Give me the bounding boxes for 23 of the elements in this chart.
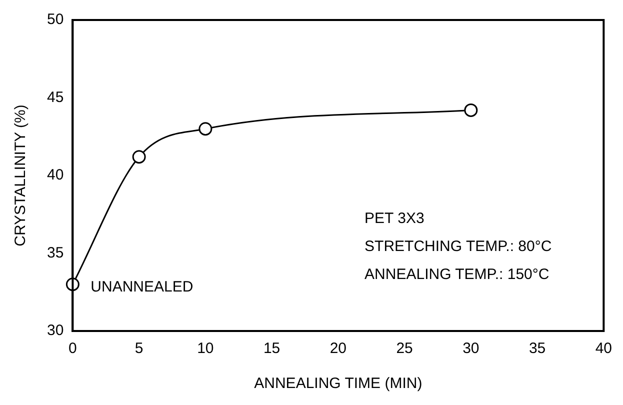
point (132, 150, 146, 164)
annotation: STRETCHING TEMP.: 80°C (364, 238, 552, 256)
x-tick-label: 25 (396, 340, 413, 358)
x-tick-label: 0 (68, 340, 77, 358)
x-tick-label: 20 (330, 340, 347, 358)
x-axis-title: ANNEALING TIME (MIN) (254, 375, 422, 392)
x-tick-label: 30 (462, 340, 480, 358)
x-tick-label: 15 (263, 340, 280, 358)
x-tick-label: 35 (528, 340, 546, 358)
y-axis-title: CRYSTALLINITY (%) (12, 104, 30, 246)
point (464, 103, 478, 117)
y-tick-label: 45 (46, 88, 64, 106)
annotation: UNANNEALED (90, 278, 194, 296)
y-tick-label: 50 (46, 11, 64, 28)
y-tick-label: 30 (46, 322, 64, 340)
x-tick-label: 5 (134, 340, 144, 358)
y-tick-label: 40 (46, 166, 64, 184)
point (198, 122, 212, 136)
x-tick-label: 40 (595, 340, 612, 358)
annotation: ANNEALING TEMP.: 150°C (364, 266, 550, 284)
y-tick-label: 35 (46, 244, 64, 262)
annotation: PET 3X3 (364, 210, 424, 228)
x-tick-label: 10 (197, 340, 214, 358)
